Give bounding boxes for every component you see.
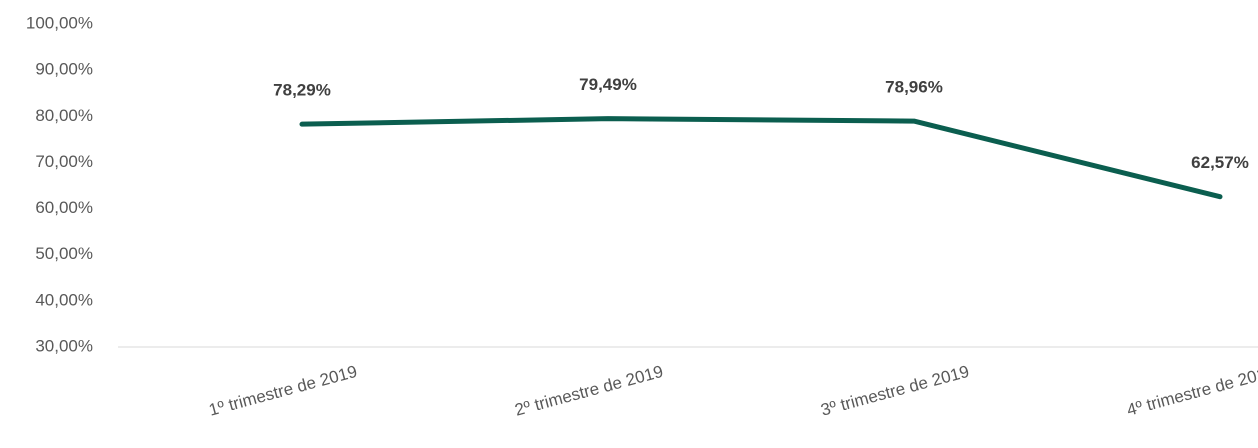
- y-tick-label: 40,00%: [35, 290, 93, 309]
- x-tick-label: 1º trimestre de 2019: [207, 362, 359, 420]
- y-tick-label: 30,00%: [35, 336, 93, 355]
- data-label: 79,49%: [579, 75, 637, 94]
- x-tick-label: 4º trimestre de 2019: [1125, 362, 1258, 420]
- data-label: 62,57%: [1191, 153, 1249, 172]
- x-tick-label: 3º trimestre de 2019: [819, 362, 971, 420]
- line: [299, 116, 1223, 200]
- data-label: 78,29%: [273, 81, 331, 100]
- y-tick-label: 70,00%: [35, 152, 93, 171]
- y-tick-label: 60,00%: [35, 198, 93, 217]
- data-label: 78,96%: [885, 78, 943, 97]
- y-tick-label: 50,00%: [35, 244, 93, 263]
- x-tick-label: 2º trimestre de 2019: [513, 362, 665, 420]
- y-tick-label: 80,00%: [35, 106, 93, 125]
- y-tick-label: 100,00%: [26, 13, 93, 32]
- y-tick-label: 90,00%: [35, 60, 93, 79]
